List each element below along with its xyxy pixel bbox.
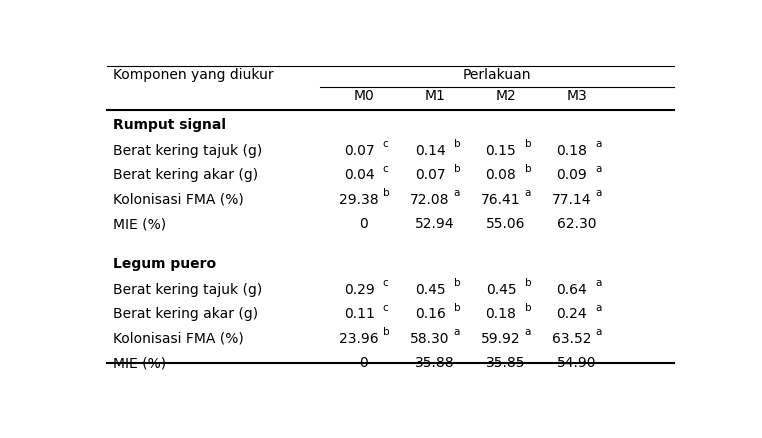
Text: 0.16: 0.16 (415, 307, 446, 321)
Text: 0.07: 0.07 (415, 168, 446, 182)
Text: M0: M0 (354, 88, 374, 102)
Text: 35.85: 35.85 (486, 357, 526, 371)
Text: 0.64: 0.64 (556, 283, 588, 297)
Text: 0: 0 (360, 218, 368, 231)
Text: 55.06: 55.06 (486, 218, 526, 231)
Text: a: a (524, 328, 531, 337)
Text: Legum puero: Legum puero (113, 257, 216, 271)
Text: a: a (453, 188, 460, 198)
Text: 0: 0 (360, 357, 368, 371)
Text: 0.18: 0.18 (556, 144, 588, 158)
Text: 23.96: 23.96 (339, 332, 379, 346)
Text: 59.92: 59.92 (481, 332, 520, 346)
Text: MIE (%): MIE (%) (113, 357, 166, 371)
Text: a: a (524, 188, 531, 198)
Text: a: a (595, 278, 602, 288)
Text: 0.45: 0.45 (415, 283, 446, 297)
Text: MIE (%): MIE (%) (113, 218, 166, 231)
Text: Kolonisasi FMA (%): Kolonisasi FMA (%) (113, 332, 244, 346)
Text: a: a (595, 303, 602, 313)
Text: Perlakuan: Perlakuan (463, 68, 531, 82)
Text: 0.45: 0.45 (485, 283, 517, 297)
Text: 58.30: 58.30 (411, 332, 450, 346)
Text: c: c (383, 303, 389, 313)
Text: M3: M3 (566, 88, 587, 102)
Text: b: b (524, 139, 531, 149)
Text: 62.30: 62.30 (557, 218, 597, 231)
Text: 76.41: 76.41 (481, 193, 520, 207)
Text: 0.29: 0.29 (344, 283, 375, 297)
Text: b: b (383, 328, 389, 337)
Text: 72.08: 72.08 (411, 193, 450, 207)
Text: b: b (383, 188, 389, 198)
Text: b: b (453, 164, 460, 174)
Text: M1: M1 (424, 88, 445, 102)
Text: a: a (595, 139, 602, 149)
Text: c: c (383, 278, 389, 288)
Text: 0.11: 0.11 (344, 307, 375, 321)
Text: Berat kering tajuk (g): Berat kering tajuk (g) (113, 144, 262, 158)
Text: Rumput signal: Rumput signal (113, 118, 226, 132)
Text: b: b (453, 139, 460, 149)
Text: a: a (595, 188, 602, 198)
Text: M2: M2 (495, 88, 516, 102)
Text: Berat kering tajuk (g): Berat kering tajuk (g) (113, 283, 262, 297)
Text: 0.09: 0.09 (556, 168, 588, 182)
Text: 0.08: 0.08 (485, 168, 517, 182)
Text: a: a (453, 328, 460, 337)
Text: b: b (453, 303, 460, 313)
Text: Komponen yang diukur: Komponen yang diukur (113, 68, 274, 82)
Text: b: b (524, 164, 531, 174)
Text: Kolonisasi FMA (%): Kolonisasi FMA (%) (113, 193, 244, 207)
Text: 52.94: 52.94 (415, 218, 455, 231)
Text: a: a (595, 328, 602, 337)
Text: 35.88: 35.88 (415, 357, 455, 371)
Text: c: c (383, 139, 389, 149)
Text: 77.14: 77.14 (552, 193, 591, 207)
Text: b: b (524, 278, 531, 288)
Text: c: c (383, 164, 389, 174)
Text: b: b (453, 278, 460, 288)
Text: 0.18: 0.18 (485, 307, 517, 321)
Text: Berat kering akar (g): Berat kering akar (g) (113, 168, 258, 182)
Text: b: b (524, 303, 531, 313)
Text: 54.90: 54.90 (557, 357, 597, 371)
Text: 0.24: 0.24 (556, 307, 588, 321)
Text: 0.07: 0.07 (344, 144, 375, 158)
Text: 0.14: 0.14 (415, 144, 446, 158)
Text: 0.15: 0.15 (485, 144, 517, 158)
Text: 63.52: 63.52 (552, 332, 591, 346)
Text: Berat kering akar (g): Berat kering akar (g) (113, 307, 258, 321)
Text: 0.04: 0.04 (344, 168, 375, 182)
Text: 29.38: 29.38 (339, 193, 379, 207)
Text: a: a (595, 164, 602, 174)
